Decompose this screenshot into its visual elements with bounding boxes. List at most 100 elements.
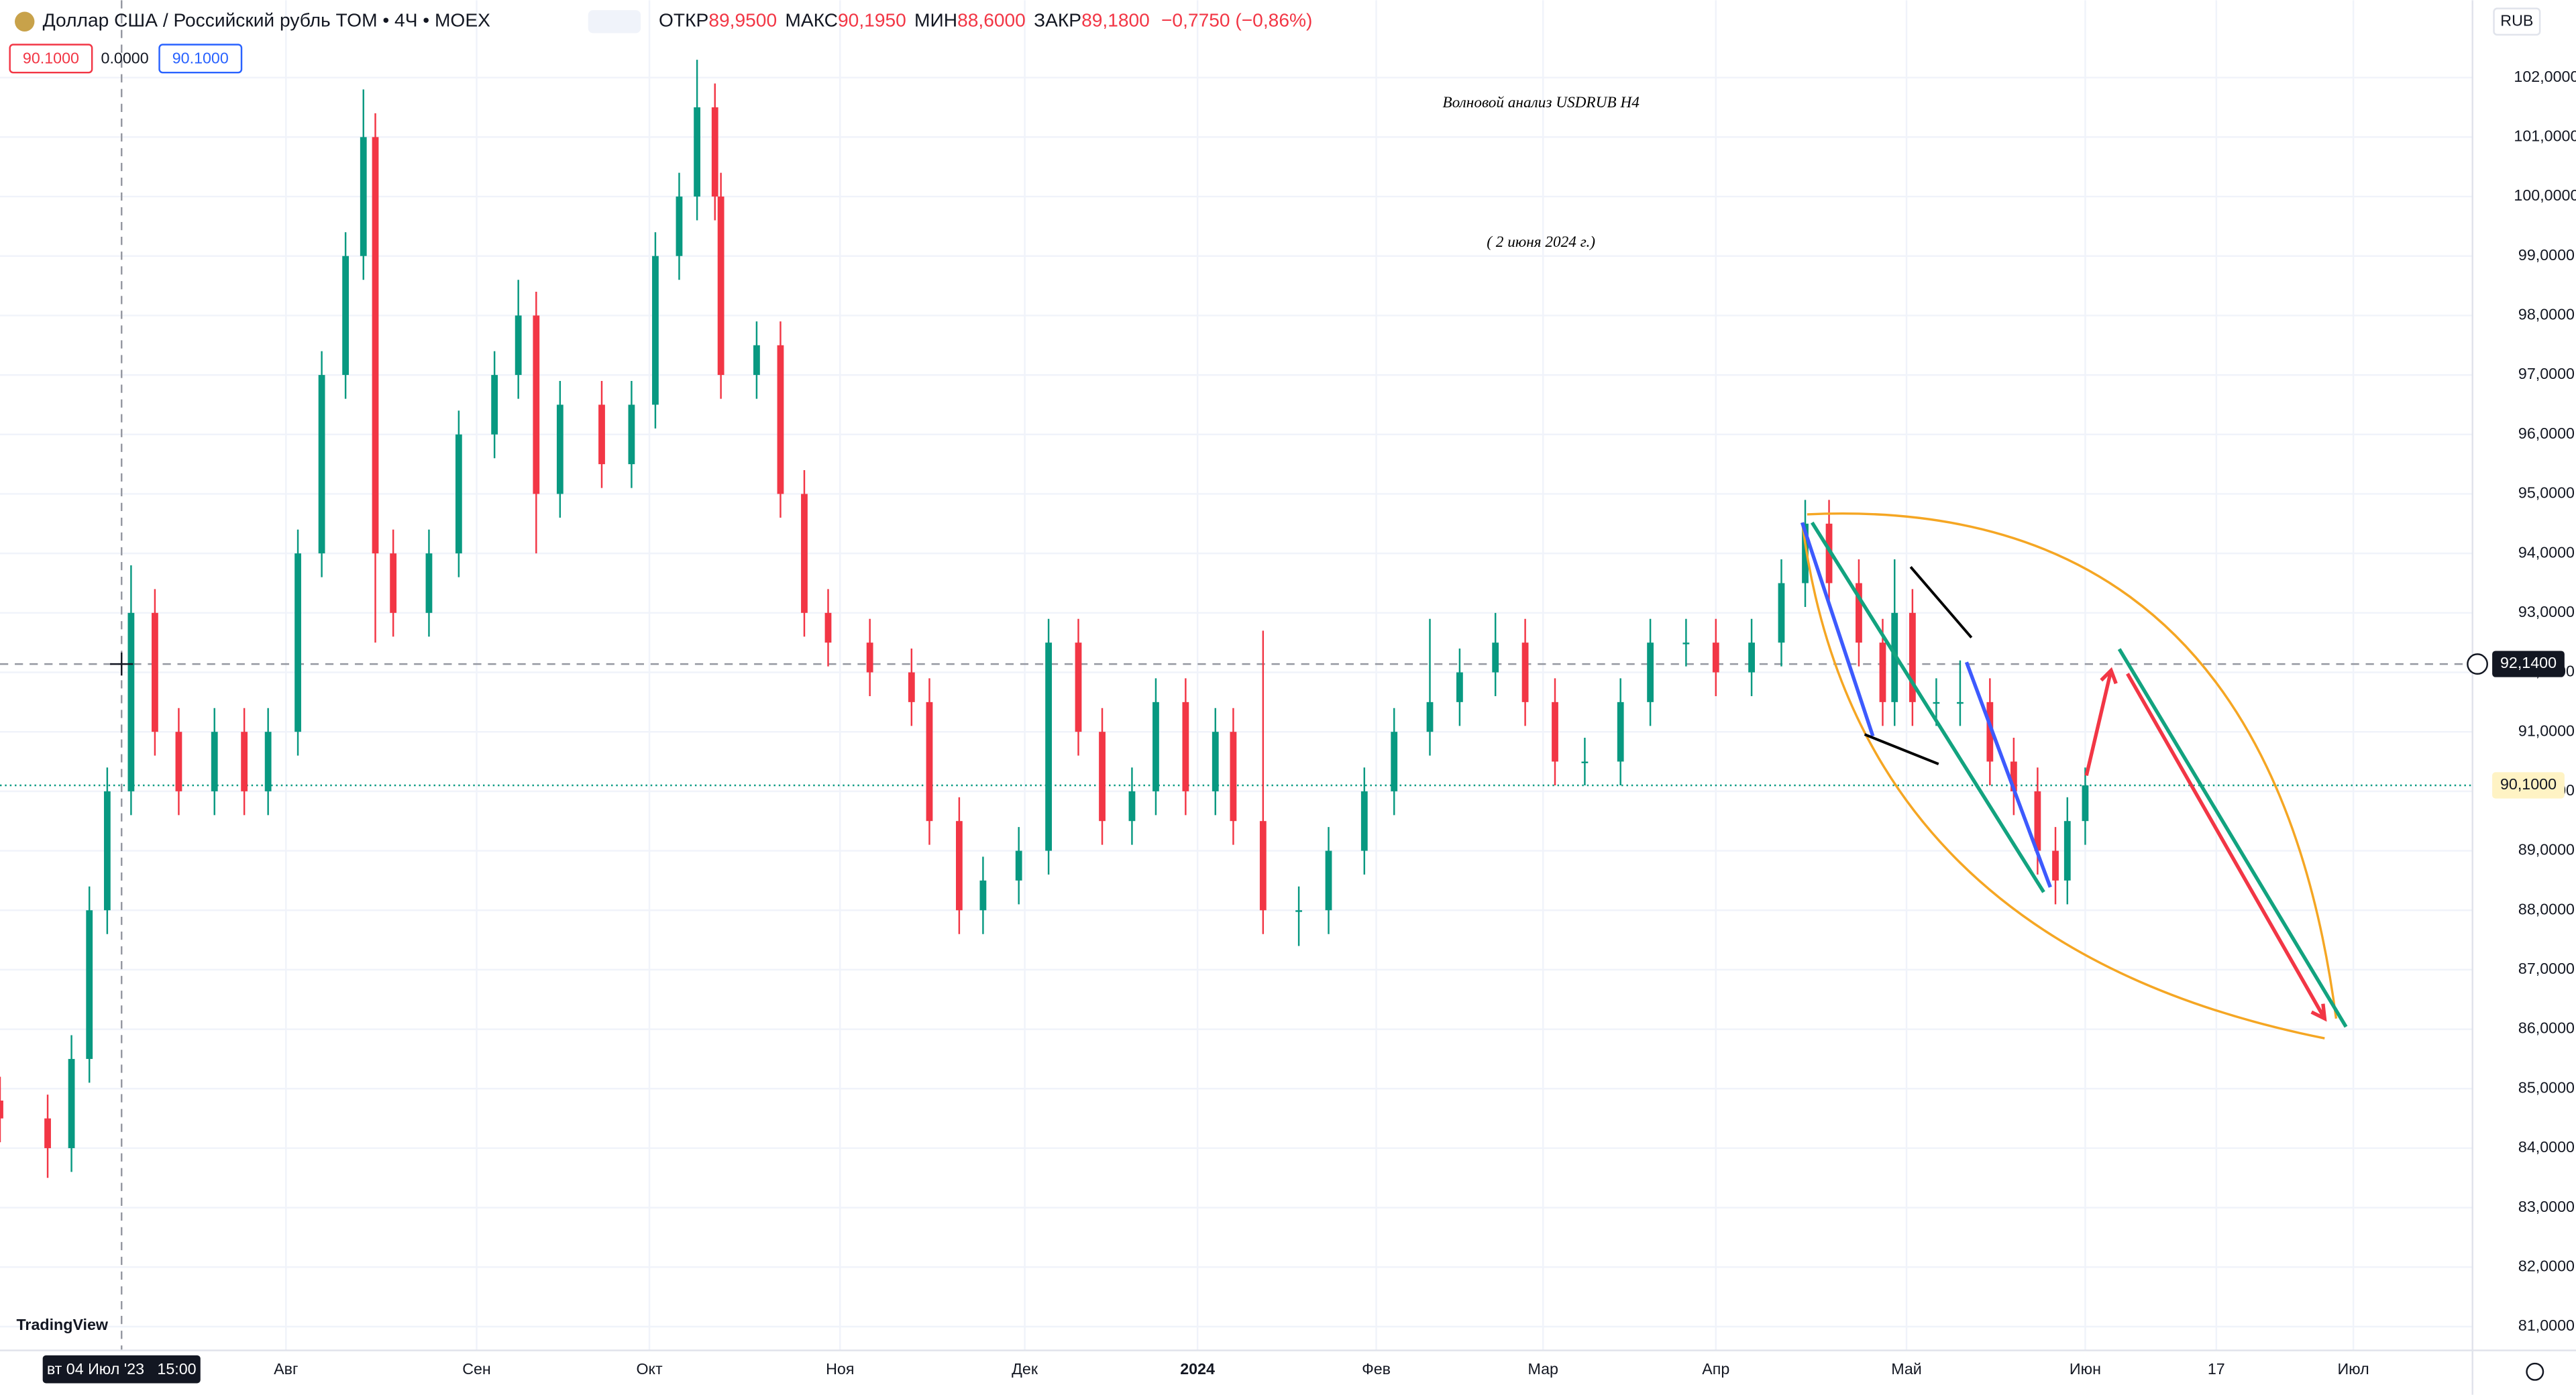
candle-body — [598, 404, 605, 465]
x-tick-label: Мар — [1527, 1360, 1558, 1378]
crosshair-price: 92,1400 — [2500, 654, 2557, 671]
candle-body — [241, 732, 248, 791]
annotation-title: Волновой анализ USDRUB H4 — [1442, 94, 1640, 111]
candle-body — [264, 732, 272, 791]
ohlc-label: МАКС — [785, 10, 838, 31]
candle-body — [1552, 702, 1558, 762]
y-tick-label: 87,0000 — [2518, 960, 2575, 977]
candle-body — [717, 197, 724, 376]
ohlc-label: МИН — [914, 10, 957, 31]
black-line — [1909, 566, 1973, 638]
candle-body — [1099, 732, 1106, 822]
last-price: 90,1000 — [2500, 775, 2557, 793]
candle-body — [1682, 643, 1690, 645]
candle-body — [1212, 732, 1219, 791]
candle-body — [0, 1101, 3, 1119]
candle-body — [676, 197, 683, 256]
badge[interactable] — [158, 44, 243, 74]
candle-body — [211, 732, 218, 791]
drawings — [1800, 512, 2348, 1040]
candle-body — [1879, 643, 1886, 702]
ohlc-label: ОТКР — [659, 10, 708, 31]
candle-body — [652, 256, 659, 405]
y-tick-label: 99,0000 — [2518, 246, 2575, 264]
candle-body — [1152, 702, 1159, 791]
candle-body — [1909, 612, 1916, 702]
candle-body — [777, 345, 784, 494]
y-tick-label: 97,0000 — [2518, 365, 2575, 382]
green-line — [2117, 648, 2348, 1028]
y-tick-label: 91,0000 — [2518, 722, 2575, 739]
candle-body — [127, 612, 135, 791]
candle-body — [425, 553, 433, 613]
y-tick-label: 89,0000 — [2518, 841, 2575, 858]
candle-body — [1802, 523, 1809, 583]
candle-body — [1426, 702, 1434, 732]
orange-arc — [1801, 522, 2325, 1040]
candle-body — [515, 315, 522, 376]
red-arrow — [2126, 673, 2327, 1022]
badge-text: 90.1000 — [23, 50, 79, 67]
symbol-icon — [15, 11, 35, 32]
badge[interactable] — [9, 44, 93, 74]
compare-buttons[interactable] — [588, 10, 641, 34]
y-tick-label: 84,0000 — [2518, 1138, 2575, 1156]
candle-body — [2010, 761, 2017, 791]
blue-line — [1800, 522, 1875, 737]
x-tick-label: Дек — [1012, 1360, 1038, 1378]
candle-body — [1647, 643, 1654, 702]
candle-body — [1075, 643, 1082, 732]
currency: RUB — [2500, 11, 2533, 29]
x-tick-label: 2024 — [1180, 1360, 1215, 1378]
candle-body — [294, 553, 301, 732]
ohlc-value: 90,1950 — [838, 10, 906, 31]
y-tick-label: 88,0000 — [2518, 900, 2575, 917]
x-tick-label: Фев — [1362, 1360, 1391, 1378]
y-tick-label: 94,0000 — [2518, 543, 2575, 561]
candle-body — [1581, 761, 1589, 763]
ohlc-value: 88,6000 — [957, 10, 1026, 31]
symbol[interactable]: Доллар США / Российский рубль TOM • 4Ч •… — [43, 10, 490, 31]
black-line — [1864, 733, 1939, 766]
settings-icon[interactable] — [2526, 1362, 2544, 1381]
badge-text: 90.1000 — [172, 50, 229, 67]
candles — [0, 60, 2089, 1178]
y-tick-label: 86,0000 — [2518, 1019, 2575, 1037]
candle-body — [1492, 643, 1499, 673]
candle-body — [86, 910, 93, 1059]
candle-body — [152, 612, 158, 732]
candle-body — [753, 345, 760, 376]
y-tick-label: 93,0000 — [2518, 603, 2575, 620]
candle-body — [1825, 523, 1833, 583]
x-tick-label: 17 — [2208, 1360, 2225, 1378]
annotation-date: ( 2 июня 2024 г.) — [1487, 233, 1595, 251]
crosshair-price-box — [2492, 651, 2565, 677]
candle-body — [2082, 785, 2089, 822]
y-tick-label: 102,0000 — [2514, 68, 2576, 85]
y-tick-label: 101,0000 — [2514, 127, 2576, 145]
candle-body — [801, 494, 808, 613]
ohlc: ОТКР 89,9500 МАКС 90,1950 МИН 88,6000 ЗАКР 89,1… — [659, 10, 1150, 31]
x-tick-label: Авг — [274, 1360, 298, 1378]
y-tick-label: 85,0000 — [2518, 1078, 2575, 1096]
candle-body — [533, 315, 540, 494]
candle-body — [1360, 791, 1368, 851]
candle-body — [360, 137, 367, 256]
candle-body — [1325, 850, 1332, 911]
candle-body — [318, 375, 325, 554]
candle-body — [1856, 583, 1862, 643]
ohlc-label: ЗАКР — [1034, 10, 1081, 31]
candle-body — [68, 1058, 75, 1148]
candle-body — [2034, 791, 2041, 851]
candle-body — [1230, 732, 1237, 822]
candle-body — [908, 672, 915, 702]
grid — [0, 0, 2473, 1351]
candle-body — [1933, 702, 1940, 704]
currency-button[interactable] — [2493, 7, 2541, 36]
candle-body — [1521, 643, 1529, 702]
change: −0,7750 (−0,86%) — [1161, 10, 1312, 31]
x-tick-label: Май — [1891, 1360, 1922, 1378]
candle-body — [1712, 643, 1719, 673]
candle-body — [1259, 821, 1267, 911]
y-tick-label: 81,0000 — [2518, 1317, 2575, 1334]
